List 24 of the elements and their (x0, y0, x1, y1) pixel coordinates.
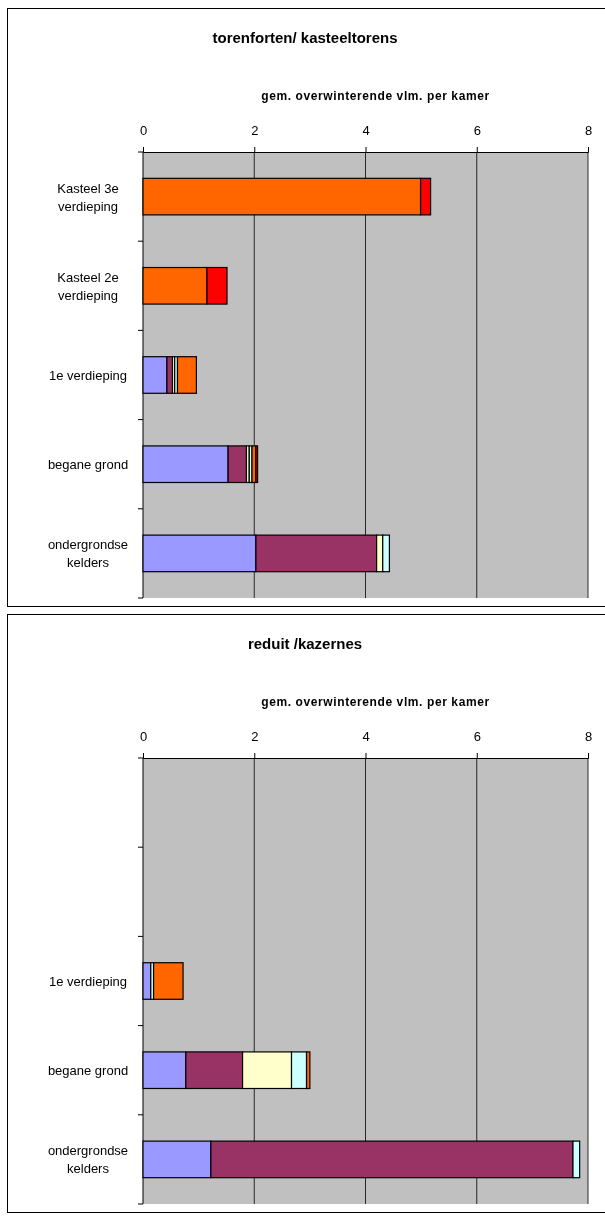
x-tick-label: 2 (251, 729, 259, 744)
y-tick-label: begane grond (47, 1063, 129, 1079)
bar (176, 356, 197, 394)
x-tick-label: 8 (584, 729, 593, 744)
x-tick-label: 4 (362, 123, 370, 138)
x-tick-label: 6 (473, 123, 481, 138)
y-tick-label: 1e verdieping (48, 368, 128, 383)
x-tick-label: 4 (362, 729, 370, 744)
x-tick-label: 8 (584, 123, 593, 138)
x-tick-label: 0 (139, 729, 148, 744)
bar (152, 962, 184, 1000)
x-axis-title: gem. overwinterende vlm. per kamer (261, 89, 490, 103)
y-tick-label: Kasteel 3e verdieping (57, 180, 119, 214)
y-tick-label: ondergrondse kelders (47, 1143, 129, 1177)
x-tick-label: 0 (139, 123, 148, 138)
x-tick-label: 2 (251, 123, 259, 138)
y-tick-label: ondergrondse kelders (47, 537, 129, 571)
y-tick-label: Kasteel 2e verdieping (57, 269, 119, 303)
y-tick-label: begane grond (47, 457, 129, 473)
x-axis-title: gem. overwinterende vlm. per kamer (261, 695, 490, 709)
chart-title: reduit /kazernes (247, 635, 363, 652)
chart-title: torenforten/ kasteeltorens (212, 29, 398, 46)
y-tick-label: 1e verdieping (48, 974, 128, 989)
x-tick-label: 6 (473, 729, 481, 744)
